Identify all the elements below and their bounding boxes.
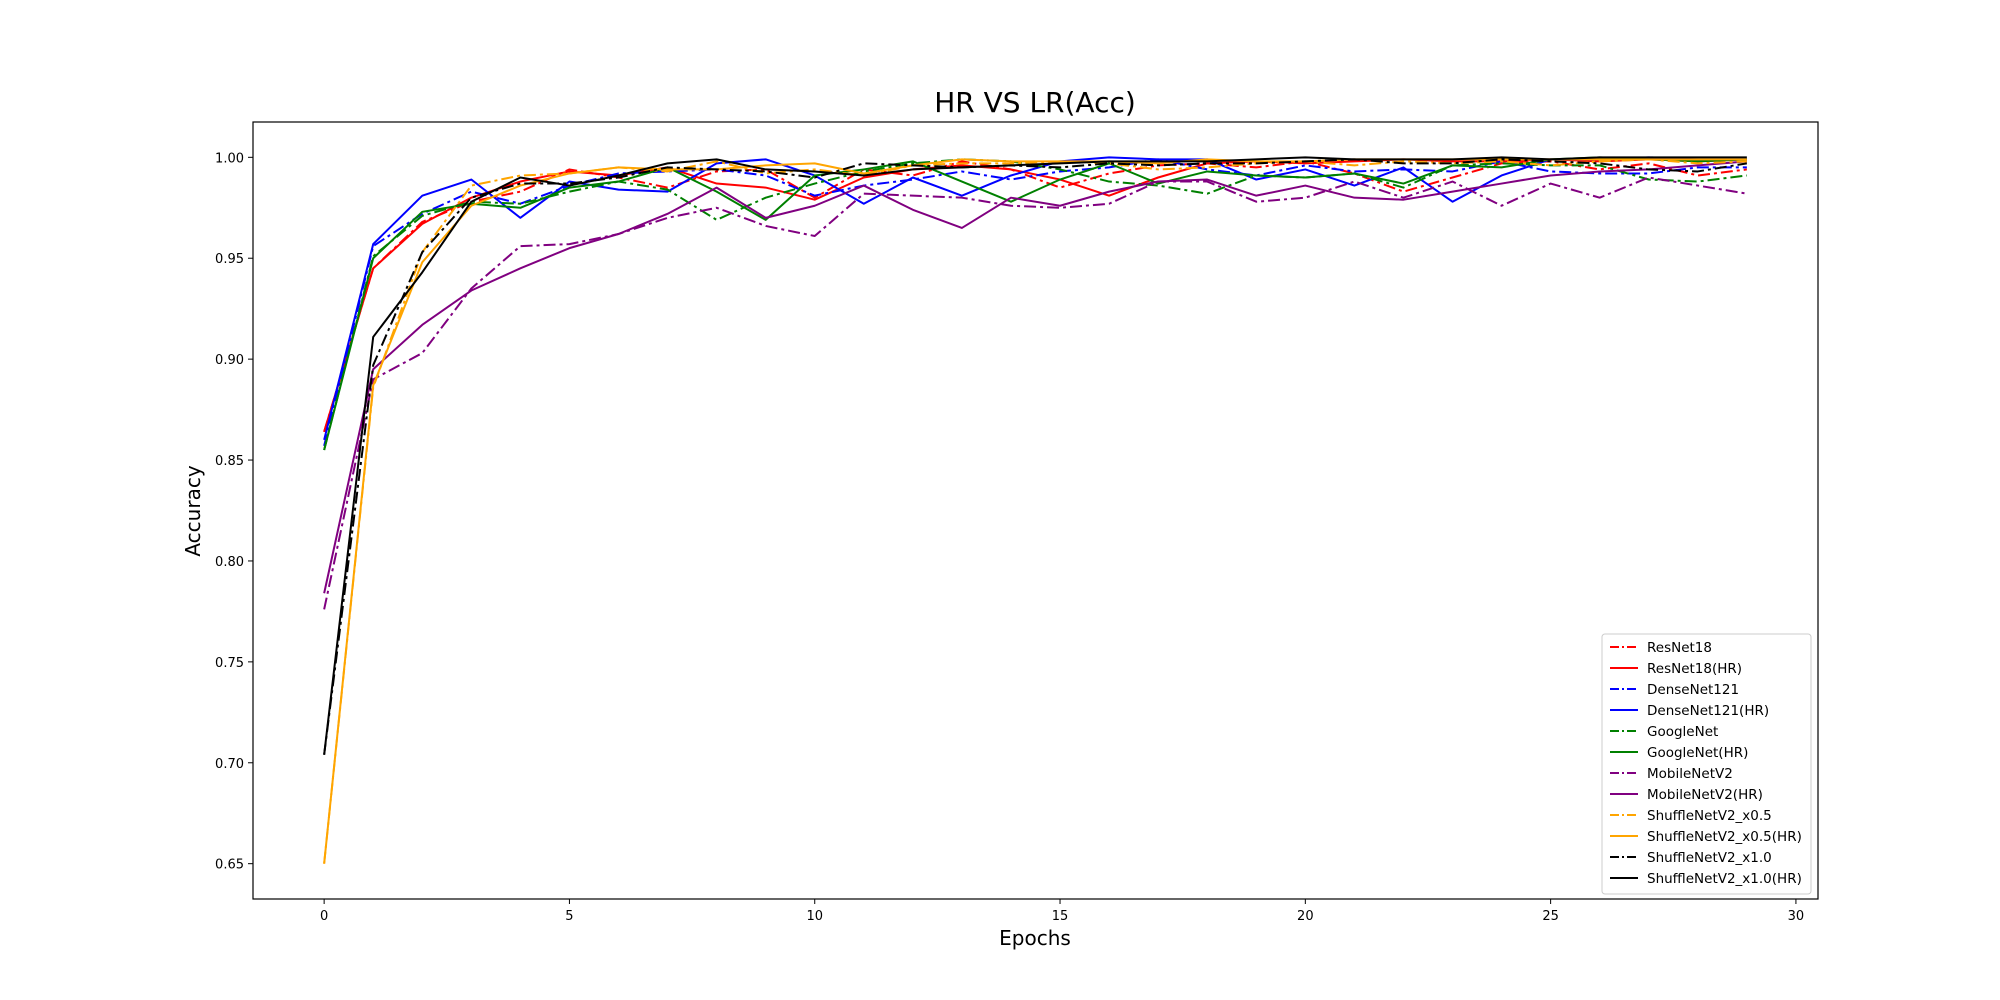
x-tick-label: 20 [1297,909,1314,924]
legend-label-mobilenetv2: MobileNetV2 [1647,766,1733,782]
legend-label-densenet121-hr: DenseNet121(HR) [1647,703,1769,719]
x-tick-label: 25 [1542,909,1559,924]
series-line-shufflenetv2-x1-0 [323,158,1748,755]
y-tick-label: 0.95 [215,252,244,267]
chart-title: HR VS LR(Acc) [934,86,1136,119]
x-tick-label: 0 [320,909,328,924]
legend-label-densenet121: DenseNet121 [1647,682,1739,698]
series-line-shufflenetv2-x0-5 [323,158,1747,864]
x-tick-label: 15 [1052,909,1069,924]
x-axis-label: Epochs [999,926,1071,950]
plot-frame [252,121,1819,900]
y-tick-label: 0.90 [215,353,244,368]
legend-label-resnet18: ResNet18 [1647,640,1712,656]
series-line-densenet121-hr [323,156,1747,441]
legend-label-shufflenetv2-x1-0: ShuffleNetV2_x1.0 [1647,850,1772,866]
legend-label-shufflenetv2-x0-5: ShuffleNetV2_x0.5 [1647,808,1772,824]
series-line-shufflenetv2-x0-5-hr [323,158,1747,864]
legend-label-googlenet: GoogleNet [1647,724,1718,740]
y-tick-label: 0.85 [215,454,244,469]
legend-label-mobilenetv2-hr: MobileNetV2(HR) [1647,787,1763,803]
legend-label-googlenet-hr: GoogleNet(HR) [1647,745,1748,761]
plot-area [323,156,1748,864]
y-tick-label: 0.75 [215,656,244,671]
legend-box [1601,633,1812,895]
legend: ResNet18 ResNet18(HR) DenseNet121 DenseNet1… [1601,633,1812,895]
series-line-mobilenetv2 [323,176,1748,610]
y-tick-label: 0.65 [215,858,244,873]
y-tick-label: 0.80 [215,555,244,570]
legend-label-shufflenetv2-x0-5-hr: ShuffleNetV2_x0.5(HR) [1647,829,1802,845]
legend-label-resnet18-hr: ResNet18(HR) [1647,661,1742,677]
series-line-googlenet [323,158,1747,451]
series-line-resnet18-hr [323,158,1747,433]
x-tick-label: 10 [806,909,823,924]
y-axis-label: Accuracy [181,465,205,556]
series-line-shufflenetv2-x1-0-hr [323,156,1747,755]
axes: 0 5 10 15 20 25 30 0.65 0.70 0.75 0.80 0.85 0.90 0.95… [215,121,1819,924]
series-line-mobilenetv2-hr [323,160,1747,594]
x-tick-label: 30 [1788,909,1805,924]
series-line-googlenet-hr [323,156,1747,451]
x-tick-label: 5 [565,909,573,924]
y-tick-label: 0.70 [215,757,244,772]
legend-label-shufflenetv2-x1-0-hr: ShuffleNetV2_x1.0(HR) [1647,871,1802,887]
y-tick-label: 1.00 [215,151,244,166]
